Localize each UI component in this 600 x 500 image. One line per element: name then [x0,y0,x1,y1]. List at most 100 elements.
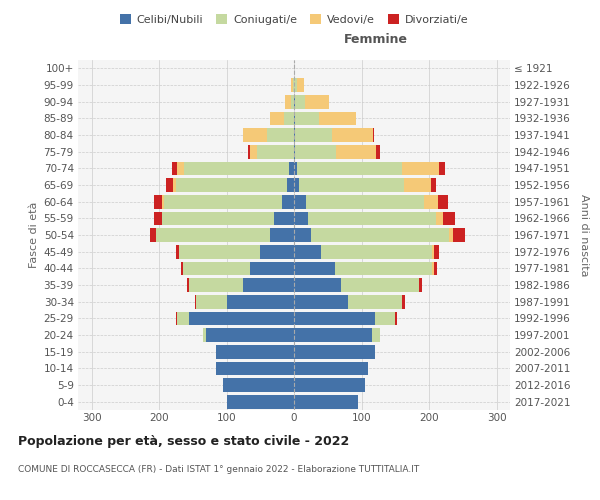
Bar [298,162,402,175]
Bar [376,145,380,158]
Bar [284,112,294,125]
Bar [336,145,376,158]
Bar [348,295,402,308]
Bar [250,145,257,158]
Bar [176,178,287,192]
Bar [433,245,434,258]
Bar [203,328,206,342]
Bar [395,312,397,325]
Bar [248,145,250,158]
Bar [172,162,177,175]
Bar [293,78,294,92]
Bar [295,95,305,108]
Bar [431,178,436,192]
Text: COMUNE DI ROCCASECCA (FR) - Dati ISTAT 1° gennaio 2022 - Elaborazione TUTTITALIA: COMUNE DI ROCCASECCA (FR) - Dati ISTAT 1… [18,465,419,474]
Bar [173,178,176,192]
Bar [182,262,250,275]
Bar [289,162,294,175]
Bar [217,345,294,358]
Bar [294,162,298,175]
Bar [294,378,365,392]
Y-axis label: Fasce di età: Fasce di età [29,202,40,268]
Bar [371,328,380,342]
Bar [290,95,294,108]
Bar [335,262,433,275]
Bar [150,228,155,242]
Bar [433,262,434,275]
Bar [250,262,294,275]
Bar [217,362,294,375]
Bar [267,128,294,142]
Text: Femmine: Femmine [344,33,408,46]
Bar [294,178,299,192]
Bar [308,212,436,225]
Bar [287,178,294,192]
Bar [294,345,375,358]
Bar [196,295,227,308]
Bar [260,245,294,258]
Bar [321,245,433,258]
Bar [294,262,335,275]
Bar [294,78,298,92]
Bar [179,245,260,258]
Bar [164,195,282,208]
Bar [161,195,164,208]
Bar [184,162,289,175]
Bar [375,312,395,325]
Bar [402,295,406,308]
Bar [311,228,449,242]
Bar [176,245,179,258]
Bar [227,295,294,308]
Bar [154,212,163,225]
Bar [244,278,294,292]
Bar [443,212,455,225]
Bar [373,128,374,142]
Bar [294,112,295,125]
Bar [404,178,431,192]
Bar [424,195,438,208]
Bar [294,312,375,325]
Bar [176,312,177,325]
Bar [294,95,295,108]
Bar [305,95,329,108]
Bar [449,228,452,242]
Bar [295,145,336,158]
Bar [257,145,294,158]
Bar [294,362,368,375]
Bar [154,195,161,208]
Bar [291,78,293,92]
Bar [306,195,424,208]
Bar [223,378,294,392]
Bar [244,128,267,142]
Bar [294,228,311,242]
Bar [319,112,356,125]
Bar [271,228,294,242]
Bar [298,78,304,92]
Bar [294,295,348,308]
Bar [187,278,190,292]
Bar [195,295,196,308]
Bar [436,212,443,225]
Bar [294,278,341,292]
Bar [163,212,274,225]
Bar [206,328,294,342]
Bar [434,262,437,275]
Bar [341,278,419,292]
Bar [190,278,244,292]
Bar [271,112,284,125]
Y-axis label: Anni di nascita: Anni di nascita [579,194,589,276]
Bar [155,228,271,242]
Bar [434,245,439,258]
Bar [439,162,445,175]
Bar [282,195,294,208]
Bar [419,278,422,292]
Legend: Celibi/Nubili, Coniugati/e, Vedovi/e, Divorziati/e: Celibi/Nubili, Coniugati/e, Vedovi/e, Di… [115,10,473,29]
Bar [295,112,319,125]
Bar [177,312,190,325]
Bar [227,395,294,408]
Bar [285,95,290,108]
Bar [294,245,321,258]
Bar [190,312,294,325]
Bar [295,128,332,142]
Bar [294,128,295,142]
